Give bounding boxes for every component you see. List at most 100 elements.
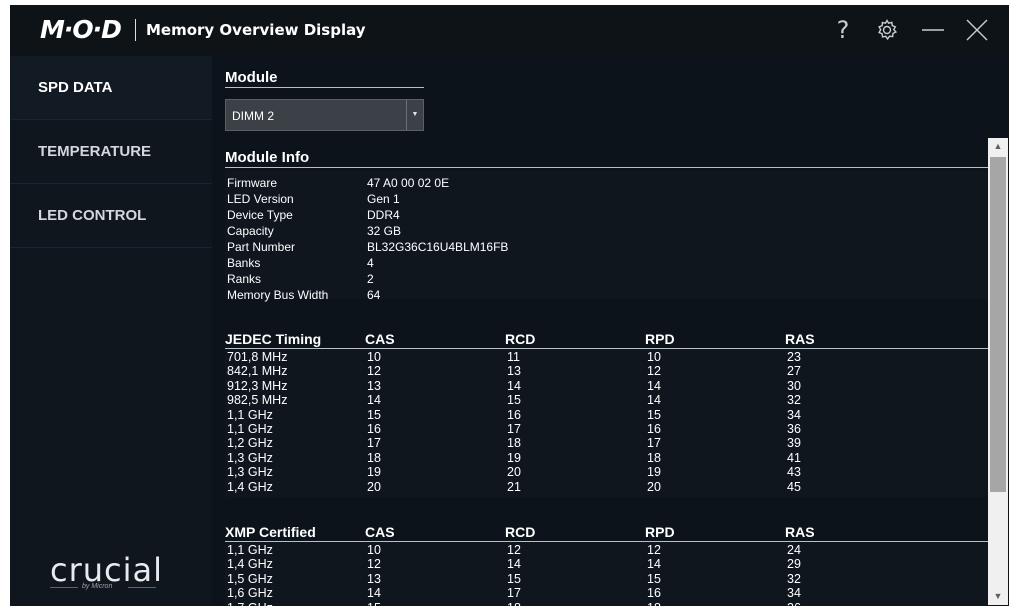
table-cell: 43 — [787, 465, 801, 480]
table-row-frequency: 1,2 GHz — [227, 436, 273, 451]
title-separator — [135, 19, 136, 41]
chevron-down-icon[interactable]: ▼ — [406, 100, 423, 130]
table-cell: 24 — [787, 543, 801, 557]
table-cell: 13 — [367, 571, 381, 586]
table-cell: 10 — [367, 543, 381, 557]
title-bar: M·O·D Memory Overview Display ? — [10, 5, 1009, 56]
micron-tagline: by Micron — [82, 583, 113, 590]
table-header-underline — [225, 541, 991, 542]
table-cell: 36 — [787, 422, 801, 436]
table-header: RCD — [505, 331, 536, 347]
table-cell: 17 — [647, 436, 661, 451]
table-cell: 45 — [787, 479, 801, 494]
close-icon — [966, 19, 988, 41]
spd-scroll-area[interactable]: Module Info Firmware 47 A0 00 02 0E LED V… — [225, 144, 991, 606]
sidebar-item-temperature[interactable]: TEMPERATURE — [10, 120, 212, 184]
minimize-icon — [922, 29, 944, 31]
table-cell: 15 — [367, 407, 381, 422]
table-cell: 14 — [367, 393, 381, 408]
logo-divider — [128, 587, 156, 588]
table-row-frequency: 1,1 GHz — [227, 543, 273, 557]
vertical-scrollbar[interactable]: ▲ ▼ — [988, 138, 1008, 605]
table-cell: 15 — [367, 601, 381, 606]
table-cell: 10 — [647, 350, 661, 364]
table-cell: 41 — [787, 450, 801, 465]
crucial-logo: crucial — [50, 551, 164, 589]
table-header: RAS — [785, 524, 815, 540]
table-cell: 19 — [367, 465, 381, 480]
table-header: RAS — [785, 331, 815, 347]
table-header-underline — [225, 348, 991, 349]
table-cell: 30 — [787, 378, 801, 393]
table-cell: 20 — [367, 479, 381, 494]
table-body — [225, 542, 991, 606]
table-cell: 36 — [787, 601, 801, 606]
logo-divider — [50, 587, 78, 588]
table-cell: 11 — [507, 350, 520, 364]
help-icon: ? — [836, 16, 850, 44]
table-row-frequency: 982,5 MHz — [227, 393, 288, 408]
module-info-underline — [225, 167, 991, 168]
table-cell: 17 — [507, 422, 521, 436]
table-cell: 20 — [647, 479, 661, 494]
table-row-frequency: 1,1 GHz — [227, 422, 273, 436]
table-cell: 17 — [507, 586, 521, 601]
chevron-down-icon[interactable]: ▼ — [993, 591, 1003, 601]
table-cell: 20 — [507, 465, 521, 480]
table-cell: 32 — [787, 393, 801, 408]
table-cell: 14 — [647, 378, 661, 393]
table-cell: 23 — [787, 350, 801, 364]
table-header: XMP Certified — [225, 524, 316, 540]
close-button[interactable] — [964, 17, 990, 43]
table-cell: 34 — [787, 586, 801, 601]
table-row-frequency: 1,3 GHz — [227, 450, 273, 465]
table-cell: 18 — [507, 436, 521, 451]
table-cell: 16 — [647, 586, 661, 601]
table-cell: 14 — [507, 557, 521, 572]
chevron-up-icon[interactable]: ▲ — [993, 141, 1003, 151]
help-button[interactable]: ? — [830, 17, 856, 43]
module-select[interactable]: DIMM 2 ▼ — [225, 99, 424, 131]
module-info-table: Firmware 47 A0 00 02 0E LED Version Gen 1 … — [225, 171, 991, 302]
gear-icon — [878, 19, 898, 41]
table-row-frequency: 842,1 MHz — [227, 364, 288, 379]
table-cell: 29 — [787, 557, 801, 572]
table-header: RCD — [505, 524, 536, 540]
table-cell: 14 — [367, 586, 381, 601]
table-cell: 27 — [787, 364, 801, 379]
module-select-value: DIMM 2 — [232, 109, 274, 123]
table-cell: 15 — [507, 393, 521, 408]
sidebar-item-label: SPD DATA — [38, 79, 113, 96]
minimize-button[interactable] — [920, 17, 946, 43]
table-row-frequency: 1,7 GHz — [227, 601, 273, 606]
table-header: RPD — [645, 331, 675, 347]
table-row-frequency: 1,4 GHz — [227, 557, 273, 572]
table-cell: 17 — [367, 436, 381, 451]
sidebar-item-label: TEMPERATURE — [38, 143, 152, 160]
table-cell: 14 — [647, 557, 661, 572]
table-cell: 10 — [367, 350, 381, 364]
sidebar-item-label: LED CONTROL — [38, 207, 147, 224]
table-header: CAS — [365, 331, 395, 347]
table-row-frequency: 1,3 GHz — [227, 465, 273, 480]
sidebar-item-spd-data[interactable]: SPD DATA — [10, 56, 212, 120]
scrollbar-thumb[interactable] — [990, 157, 1006, 492]
table-cell: 19 — [507, 450, 521, 465]
table-row-frequency: 1,1 GHz — [227, 407, 273, 422]
settings-button[interactable] — [874, 17, 900, 43]
app-window: M·O·D Memory Overview Display ? — [10, 5, 1009, 606]
sidebar-item-led-control[interactable]: LED CONTROL — [10, 184, 212, 248]
table-cell: 18 — [367, 450, 381, 465]
table-header: CAS — [365, 524, 395, 540]
table-cell: 14 — [507, 378, 521, 393]
table-cell: 16 — [367, 422, 381, 436]
table-row-frequency: 1,5 GHz — [227, 571, 273, 586]
table-cell: 15 — [647, 407, 661, 422]
table-row-frequency: 1,4 GHz — [227, 479, 273, 494]
table-cell: 13 — [367, 378, 381, 393]
table-cell: 18 — [647, 450, 661, 465]
table-cell: 13 — [507, 364, 521, 379]
table-header: JEDEC Timing — [225, 331, 322, 347]
table-row-frequency: 701,8 MHz — [227, 350, 288, 364]
table-cell: 16 — [507, 407, 521, 422]
